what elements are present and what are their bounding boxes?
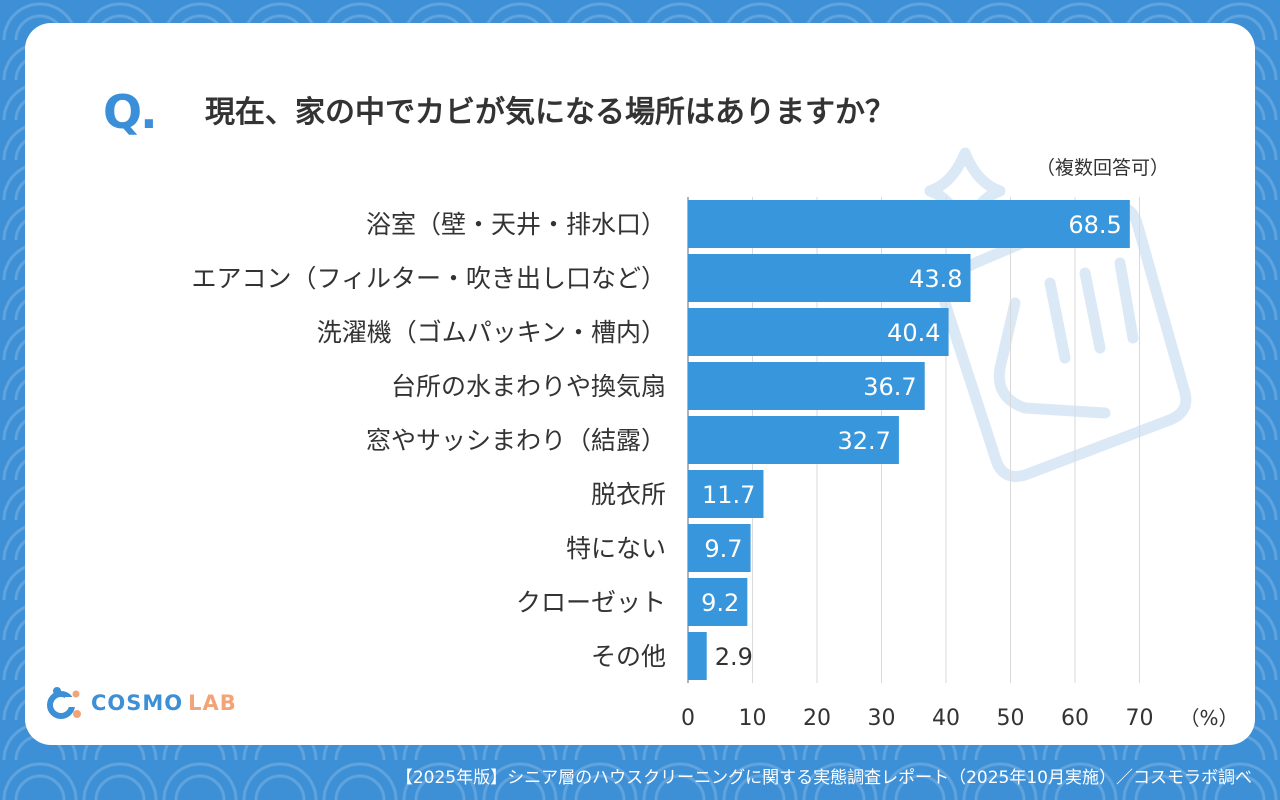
bar-chart: 0 10 20 30 40 50 60 70 （%） 浴室（壁・天井・排水口） 68.5 エアコン（フ… [191,197,1239,731]
cosmo-lab-logo: COSMO LAB [47,685,237,721]
bar [688,200,1130,248]
category-label: 窓やサッシまわり（結露） [366,426,666,455]
question-title: 現在、家の中でカビが気になる場所はありますか？ [205,95,895,130]
bar [688,632,707,680]
data-label: 9.2 [701,589,739,617]
x-tick-label: 10 [739,706,767,731]
x-tick-label: 30 [868,706,896,731]
bar [688,362,925,410]
bar [688,578,748,626]
data-label: 68.5 [1068,211,1121,239]
question-mark: Q. [103,85,158,139]
category-label: 特にない [566,534,666,563]
x-tick-label: 20 [803,706,831,731]
multiple-answer-note: （複数回答可） [1035,157,1169,179]
x-tick-label: 70 [1126,706,1154,731]
x-tick-label: 0 [681,706,695,731]
x-tick-label: 50 [997,706,1025,731]
data-label: 36.7 [863,373,916,401]
logo-mark-icon [47,687,81,719]
bar [688,470,764,518]
data-label: 40.4 [887,319,940,347]
question-dot: . [140,85,158,139]
data-label: 11.7 [702,481,755,509]
x-tick-label: 60 [1061,706,1089,731]
data-label: 43.8 [909,265,962,293]
bar [688,254,971,302]
category-label: クローゼット [516,588,666,617]
category-label: その他 [591,642,666,671]
bar [688,308,949,356]
data-label: 2.9 [715,643,753,671]
data-label: 32.7 [837,427,890,455]
category-label: 台所の水まわりや換気扇 [391,372,666,401]
question-q: Q [103,85,142,139]
footer-source: 【2025年版】シニア層のハウスクリーニングに関する実態調査レポート（2025年… [395,768,1252,788]
data-label: 9.7 [704,535,742,563]
category-label: 洗濯機（ゴムパッキン・槽内） [317,318,666,347]
x-unit-label: （%） [1180,706,1239,730]
category-label: 脱衣所 [591,480,666,509]
category-label: 浴室（壁・天井・排水口） [366,210,666,239]
bar [688,524,751,572]
x-tick-label: 40 [932,706,960,731]
logo-lab: LAB [188,691,237,715]
cleaning-hand-icon [924,147,1192,482]
card: Q. 現在、家の中でカビが気になる場所はありますか？ （複数回答可） 0 10 20… [25,23,1255,745]
bar [688,416,899,464]
category-label: エアコン（フィルター・吹き出し口など） [191,264,666,293]
logo-cosmo: COSMO [91,691,184,715]
